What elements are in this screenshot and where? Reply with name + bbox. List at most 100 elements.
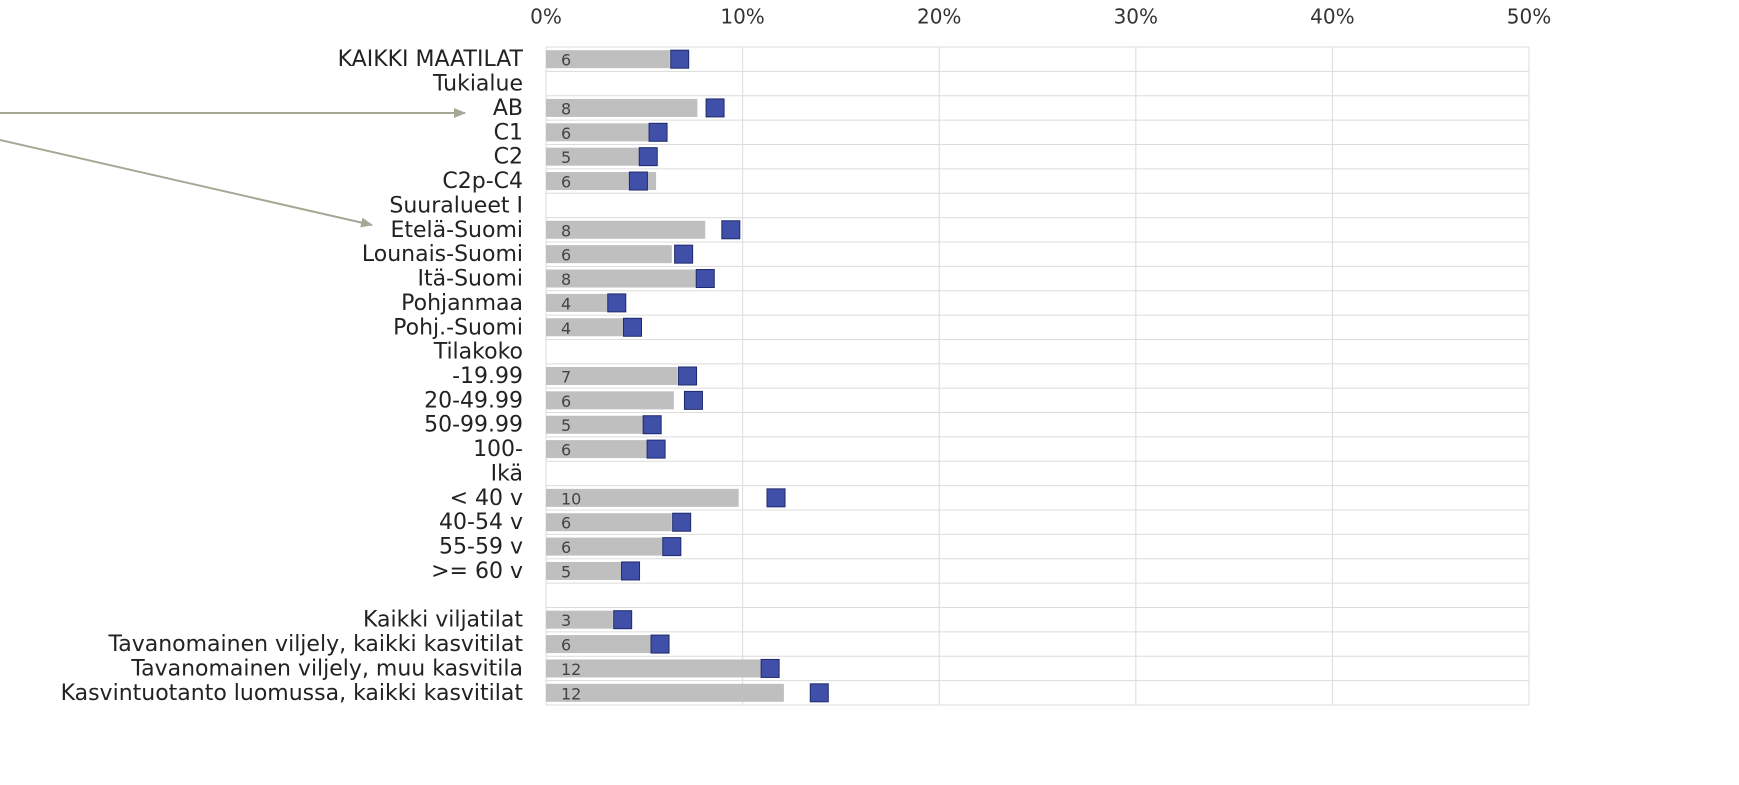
x-tick-label: 50% — [1507, 5, 1551, 29]
category-label: Ikä — [491, 461, 523, 486]
bar-label: 6 — [561, 392, 571, 411]
bar — [546, 98, 698, 117]
marker — [678, 366, 698, 386]
marker — [623, 317, 643, 337]
bar-label: 6 — [561, 124, 571, 143]
bar-label: 12 — [561, 684, 581, 703]
bar-label: 7 — [561, 368, 571, 387]
bar — [546, 683, 784, 702]
bar-label: 4 — [561, 294, 571, 313]
category-label: C1 — [494, 120, 523, 145]
category-label: Tukialue — [432, 72, 523, 97]
x-tick-label: 10% — [720, 5, 764, 29]
marker — [683, 390, 703, 410]
bar — [546, 318, 625, 337]
marker — [760, 658, 780, 678]
category-label: 20-49.99 — [424, 388, 523, 413]
bar-label: 6 — [561, 51, 571, 70]
bar — [546, 293, 609, 312]
bar-label: 6 — [561, 636, 571, 655]
bar — [546, 391, 674, 410]
bar — [546, 269, 698, 288]
x-tick-label: 40% — [1310, 5, 1354, 29]
bar — [546, 245, 672, 264]
marker — [638, 147, 658, 167]
marker — [642, 415, 662, 435]
bar — [546, 147, 641, 166]
marker — [607, 293, 627, 313]
marker — [621, 561, 641, 581]
category-label: 40-54 v — [439, 510, 523, 535]
category-label: Kaikki viljatilat — [363, 608, 523, 633]
x-tick-label: 30% — [1114, 5, 1158, 29]
bar — [546, 635, 653, 654]
bar-label: 12 — [561, 660, 581, 679]
category-label: Etelä-Suomi — [390, 218, 523, 243]
bar-label: 4 — [561, 319, 571, 338]
category-label: Suuralueet I — [389, 193, 523, 218]
marker — [809, 683, 829, 703]
category-label: 50-99.99 — [424, 413, 523, 438]
bar-label: 10 — [561, 489, 581, 508]
category-label: Lounais-Suomi — [362, 242, 523, 267]
bar-label: 5 — [561, 148, 571, 167]
category-label: Itä-Suomi — [418, 267, 523, 292]
category-label: < 40 v — [450, 486, 523, 511]
marker — [648, 122, 668, 142]
x-tick-label: 20% — [917, 5, 961, 29]
bar — [546, 513, 672, 532]
bar — [546, 659, 775, 678]
bar-label: 6 — [561, 246, 571, 265]
bar-label: 5 — [561, 562, 571, 581]
marker — [628, 171, 648, 191]
bar-label: 3 — [561, 611, 571, 630]
marker — [650, 634, 670, 654]
bar-label: 8 — [561, 270, 571, 289]
marker — [662, 537, 682, 557]
marker — [670, 49, 690, 69]
category-label: >= 60 v — [431, 559, 523, 584]
grid: 0% 10% 20% 30% 40% 50% — [530, 5, 1551, 706]
bar-label: 6 — [561, 441, 571, 460]
bar — [546, 488, 739, 507]
marker — [766, 488, 786, 508]
category-label: 100- — [473, 437, 523, 462]
bar-label: 8 — [561, 99, 571, 118]
marker — [721, 220, 741, 240]
bar — [546, 561, 625, 580]
bar — [546, 415, 645, 434]
bar — [546, 50, 670, 69]
category-label: KAIKKI MAATILAT — [338, 47, 524, 72]
bar — [546, 123, 655, 142]
bar — [546, 172, 657, 191]
category-label: C2p-C4 — [442, 169, 523, 194]
marker — [646, 439, 666, 459]
bar-label: 6 — [561, 538, 571, 557]
bar — [546, 440, 651, 459]
marker — [674, 244, 694, 264]
bar-label: 5 — [561, 416, 571, 435]
marker — [705, 98, 725, 118]
arrow — [0, 139, 373, 228]
category-label: Tavanomainen viljely, muu kasvitila — [130, 656, 523, 681]
category-label: Tavanomainen viljely, kaikki kasvitilat — [107, 632, 523, 657]
bar — [546, 220, 706, 239]
category-label: 55-59 v — [439, 535, 523, 560]
category-label: Tilakoko — [433, 340, 523, 365]
bar-label: 6 — [561, 514, 571, 533]
bar — [546, 610, 613, 629]
marks: 6 8 6 5 6 8 6 8 4 4 7 6 5 6 10 6 6 5 3 6 12 12 — [546, 49, 829, 703]
category-label: C2 — [494, 145, 523, 170]
marker — [672, 512, 692, 532]
marker — [695, 269, 715, 289]
bar-label: 8 — [561, 221, 571, 240]
category-label: -19.99 — [452, 364, 523, 389]
category-label: Pohj.-Suomi — [393, 315, 523, 340]
category-label: Pohjanmaa — [401, 291, 523, 316]
marker — [613, 610, 633, 630]
bar — [546, 537, 664, 556]
category-label: Kasvintuotanto luomussa, kaikki kasvitil… — [61, 681, 524, 706]
x-tick-label: 0% — [530, 5, 562, 29]
bar — [546, 367, 678, 385]
